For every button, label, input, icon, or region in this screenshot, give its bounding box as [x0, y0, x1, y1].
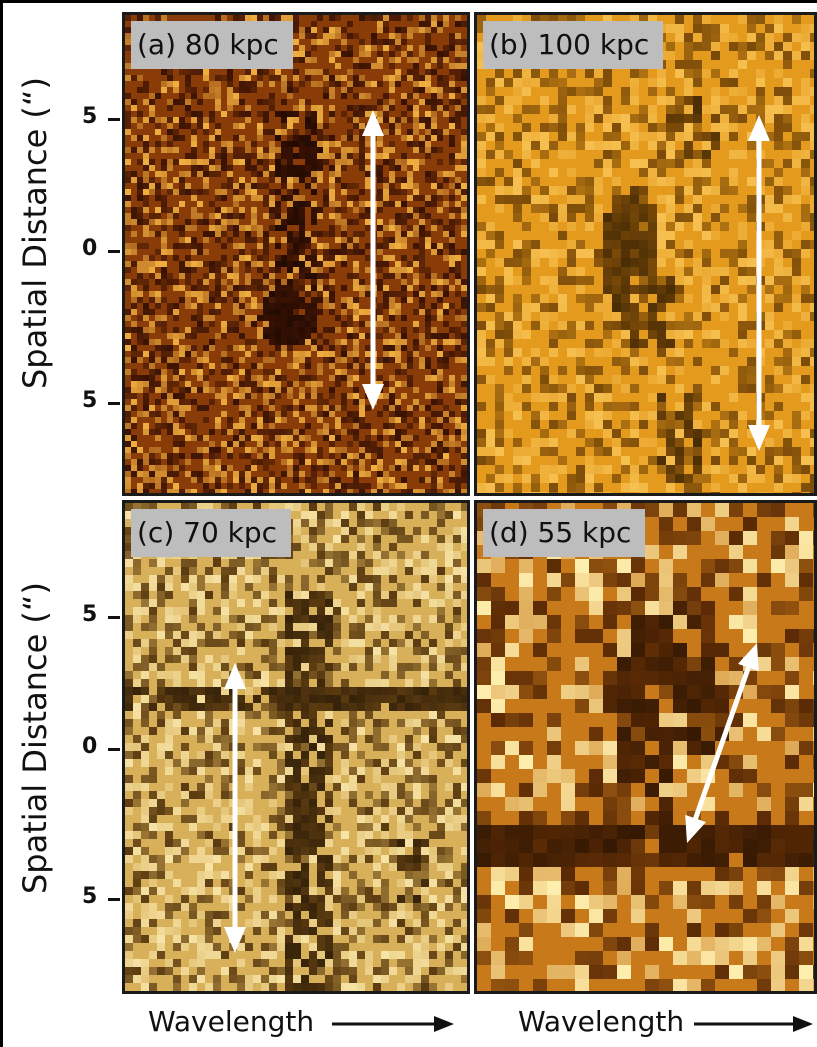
frame-top-border: [0, 0, 817, 3]
extent-arrow-a: [362, 110, 384, 410]
y-tick-top-5-lower: 5: [82, 388, 98, 413]
y-tickmark: [108, 118, 120, 121]
x-axis-label-left: Wavelength: [148, 1005, 315, 1038]
y-axis-label-top: Spatial Distance (“): [16, 77, 54, 389]
panel-d-label: (d) 55 kpc: [483, 509, 646, 557]
panel-b-label: (b) 100 kpc: [483, 21, 664, 69]
y-tickmark: [108, 250, 120, 253]
y-tick-top-5-upper: 5: [82, 104, 98, 129]
x-axis-label-right: Wavelength: [518, 1005, 685, 1038]
panel-c-image: [125, 503, 467, 991]
y-tickmark: [108, 402, 120, 405]
panel-a: (a) 80 kpc: [122, 12, 470, 496]
y-tick-bottom-5-upper: 5: [82, 602, 98, 627]
panel-a-label: (a) 80 kpc: [131, 21, 293, 69]
y-tickmark: [108, 748, 120, 751]
y-tickmark: [108, 616, 120, 619]
panel-b-image: [477, 15, 814, 493]
y-axis-label-bottom: Spatial Distance (“): [16, 582, 54, 894]
panel-d: (d) 55 kpc: [474, 500, 817, 994]
y-tick-bottom-5-lower: 5: [82, 884, 98, 909]
frame-left-border: [0, 0, 3, 1047]
extent-arrow-c: [224, 663, 246, 953]
panel-c: (c) 70 kpc: [122, 500, 470, 994]
extent-arrow-d: [685, 643, 759, 843]
y-tick-bottom-0: 0: [82, 734, 98, 759]
y-tickmark: [108, 898, 120, 901]
panel-a-image: [125, 15, 467, 493]
extent-arrow-b: [748, 115, 770, 451]
panel-c-label: (c) 70 kpc: [131, 509, 292, 557]
y-tick-top-0: 0: [82, 236, 98, 261]
x-axis-arrow-left-icon: [332, 1016, 454, 1032]
panel-d-image: [477, 503, 814, 991]
x-axis-arrow-right-icon: [694, 1016, 813, 1032]
panel-b: (b) 100 kpc: [474, 12, 817, 496]
